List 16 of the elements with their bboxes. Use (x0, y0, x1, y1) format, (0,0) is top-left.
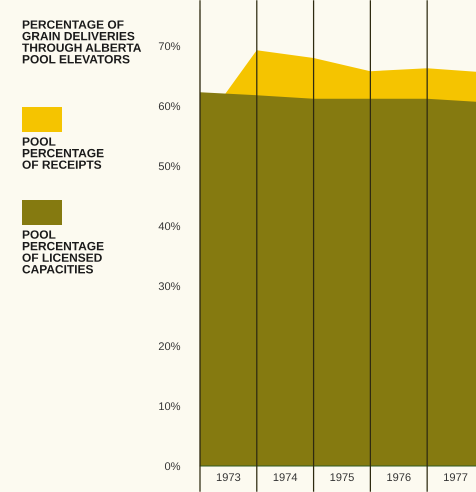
y-tick-label: 40% (158, 222, 180, 230)
y-tick-label: 70% (158, 42, 180, 50)
legend-label: POOL PERCENTAGE OF RECEIPTS (22, 137, 104, 169)
text: PERCENTAGE OF GRAIN DELIVERIES THROUGH ALBERTA POOL ELEVATORS (22, 20, 142, 64)
y-tick-label: 10% (159, 402, 180, 410)
y-tick-label: 60% (158, 102, 180, 110)
x-tick-label: 1977 (444, 473, 468, 482)
y-tick-label: 50% (158, 162, 180, 170)
x-tick-label: 1974 (274, 473, 298, 482)
legend-label: POOL PERCENTAGE OF LICENSED CAPACITIES (22, 230, 104, 274)
y-tick-label: 20% (158, 342, 180, 350)
x-tick-label: 1973 (216, 473, 240, 482)
x-tick-label: 1975 (330, 473, 354, 482)
y-tick-label: 0% (164, 462, 180, 470)
x-tick-label: 1976 (387, 473, 411, 482)
y-tick-label: 30% (158, 282, 180, 290)
